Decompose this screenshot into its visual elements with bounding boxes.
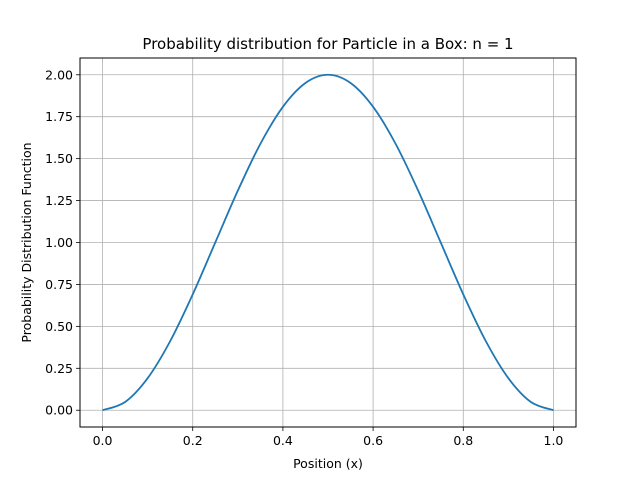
y-tick-label: 0.25 [45,361,73,376]
y-tick-label: 1.25 [45,193,73,208]
y-tick-label: 0.75 [45,277,73,292]
chart-title: Probability distribution for Particle in… [142,35,513,53]
x-tick-label: 0.6 [363,433,383,448]
y-tick-label: 2.00 [45,67,73,82]
series-line [102,73,554,412]
y-axis: 0.00 0.25 0.50 0.75 1.00 1.25 1.50 1.75 2.00 [45,67,80,418]
x-axis: 0.0 0.2 0.4 0.6 0.8 1.0 [93,427,564,448]
x-tick-label: 1.0 [544,433,564,448]
y-axis-label: Probability Distribution Function [19,142,34,342]
y-tick-label: 0.50 [45,319,73,334]
y-tick-label: 1.50 [45,151,73,166]
x-tick-label: 0.0 [93,433,113,448]
x-tick-label: 0.8 [453,433,473,448]
y-tick-label: 1.75 [45,109,73,124]
series-layer [102,73,554,412]
y-tick-label: 1.00 [45,235,73,250]
y-tick-label: 0.00 [45,403,73,418]
x-tick-label: 0.2 [183,433,203,448]
x-axis-label: Position (x) [293,456,363,471]
x-tick-label: 0.4 [273,433,293,448]
